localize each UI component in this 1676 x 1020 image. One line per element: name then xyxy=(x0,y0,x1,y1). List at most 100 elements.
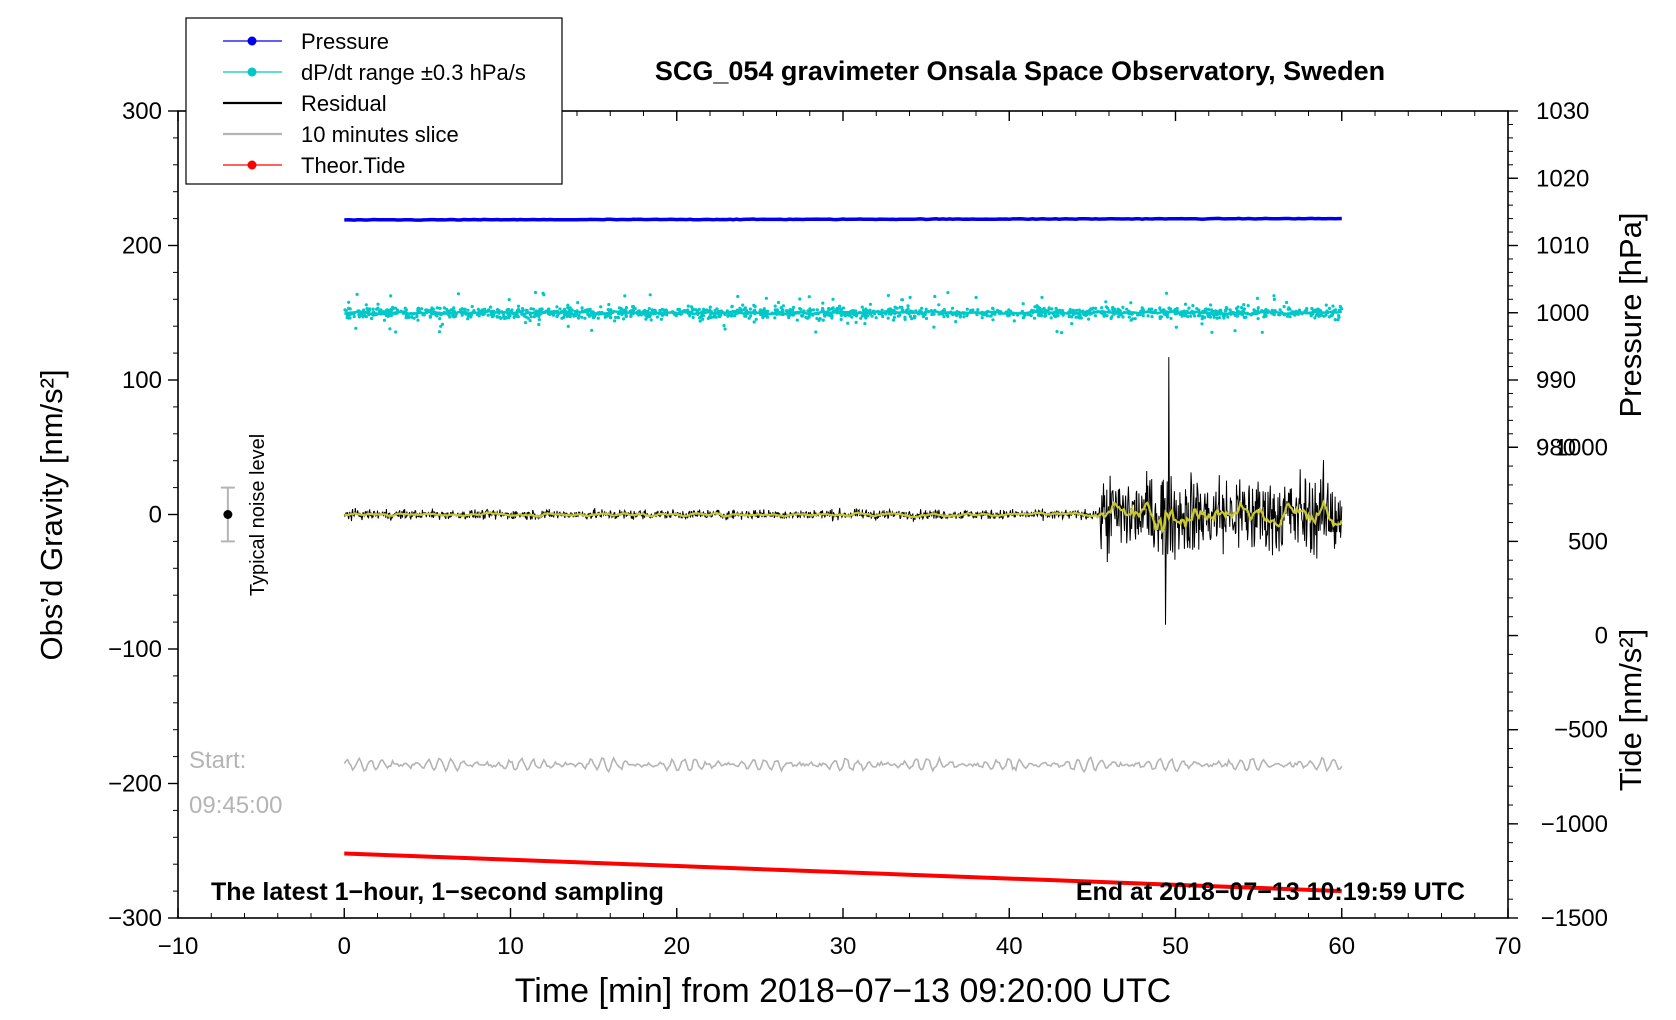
dpdt-point xyxy=(631,308,635,312)
dpdt-point xyxy=(644,313,649,317)
dpdt-point xyxy=(773,316,777,320)
dpdt-point xyxy=(1158,307,1162,311)
dpdt-point xyxy=(376,302,380,306)
dpdt-point xyxy=(1129,301,1133,305)
dpdt-point xyxy=(933,294,937,299)
dpdt-point xyxy=(529,307,533,311)
dpdt-point xyxy=(448,315,452,319)
dpdt-point xyxy=(697,307,701,311)
dpdt-point xyxy=(379,308,383,312)
dpdt-point xyxy=(862,308,866,312)
legend-box xyxy=(185,17,563,185)
dpdt-point xyxy=(647,313,651,317)
dpdt-point xyxy=(1240,313,1244,317)
dpdt-point xyxy=(1050,307,1054,311)
dpdt-point xyxy=(1147,307,1151,311)
dpdt-point xyxy=(476,307,480,311)
dpdt-point xyxy=(388,327,392,331)
dpdt-point xyxy=(827,307,831,311)
dpdt-point xyxy=(348,316,352,320)
dpdt-point xyxy=(590,313,594,317)
dpdt-point xyxy=(906,304,910,308)
slice-series xyxy=(343,755,1343,774)
pressure-tick-label: 1030 xyxy=(1536,98,1589,125)
dpdt-point xyxy=(1226,315,1230,319)
dpdt-point xyxy=(890,308,894,312)
dpdt-point xyxy=(738,306,742,310)
dpdt-point xyxy=(851,309,855,313)
dpdt-point xyxy=(729,314,734,318)
dpdt-point xyxy=(1256,309,1260,313)
dpdt-point xyxy=(354,326,358,330)
legend-label: 10 minutes slice xyxy=(301,122,459,147)
dpdt-point xyxy=(694,308,698,312)
dpdt-point xyxy=(1233,329,1237,333)
dpdt-point xyxy=(526,316,530,320)
dpdt-point xyxy=(1256,317,1260,321)
dpdt-point xyxy=(818,317,822,321)
dpdt-point xyxy=(613,319,617,323)
dpdt-point xyxy=(365,307,369,311)
dpdt-point xyxy=(1047,307,1051,311)
dpdt-point xyxy=(779,306,783,310)
dpdt-point xyxy=(1330,314,1334,318)
dpdt-point xyxy=(1225,307,1229,311)
dpdt-point xyxy=(631,305,636,309)
dpdt-point xyxy=(343,308,347,312)
dpdt-point xyxy=(1260,330,1264,334)
dpdt-point xyxy=(908,314,913,319)
dpdt-point xyxy=(1167,306,1171,310)
dpdt-point xyxy=(898,313,902,317)
dpdt-point xyxy=(503,316,507,320)
dpdt-point xyxy=(870,314,874,318)
dpdt-point xyxy=(604,314,609,318)
dpdt-point xyxy=(733,314,737,318)
dpdt-point xyxy=(1185,309,1189,313)
dpdt-point xyxy=(1127,315,1131,319)
dpdt-point xyxy=(495,314,499,318)
dpdt-point xyxy=(1309,314,1313,318)
dpdt-point xyxy=(1297,308,1301,312)
dpdt-point xyxy=(1186,315,1190,319)
ticks-layer: −10 0 10 20 30 40 50 60 703002001000−100−200−300… xyxy=(108,98,1608,960)
dpdt-point xyxy=(764,296,769,300)
dpdt-point xyxy=(1035,304,1039,308)
dpdt-point xyxy=(512,315,516,319)
dpdt-point xyxy=(1141,314,1145,318)
dpdt-point xyxy=(980,316,984,320)
dpdt-point xyxy=(1222,316,1226,320)
dpdt-point xyxy=(1104,300,1108,304)
dpdt-point xyxy=(676,307,680,312)
dpdt-point xyxy=(1150,307,1154,311)
pressure-tick-label: 1000 xyxy=(1536,300,1589,327)
dpdt-point xyxy=(370,316,374,321)
dpdt-point xyxy=(1043,314,1047,318)
dpdt-point xyxy=(1125,307,1129,311)
y-tick-label: −100 xyxy=(108,636,162,663)
dpdt-point xyxy=(950,306,955,310)
dpdt-point xyxy=(991,307,995,311)
dpdt-point xyxy=(416,318,420,322)
dpdt-point xyxy=(371,307,375,311)
dpdt-point xyxy=(674,314,678,318)
dpdt-point xyxy=(864,313,869,317)
dpdt-point xyxy=(1169,316,1173,320)
dpdt-point xyxy=(830,307,834,311)
tide-series xyxy=(344,851,1342,894)
y-axis-label-left: Obs’d Gravity [nm/s²] xyxy=(34,369,69,660)
dpdt-point xyxy=(1201,314,1205,318)
dpdt-point xyxy=(859,316,863,320)
dpdt-point xyxy=(1109,316,1113,321)
dpdt-point xyxy=(576,316,581,320)
dpdt-point xyxy=(839,317,843,322)
dpdt-point xyxy=(1228,308,1232,312)
dpdt-point xyxy=(558,307,562,311)
dpdt-point xyxy=(546,308,550,312)
y-tick-label: −300 xyxy=(108,905,162,932)
dpdt-point xyxy=(1105,314,1109,318)
dpdt-point xyxy=(1093,314,1097,318)
dpdt-point xyxy=(1242,303,1246,307)
dpdt-point xyxy=(460,313,464,317)
dpdt-point xyxy=(1049,316,1053,320)
dpdt-point xyxy=(1234,306,1239,311)
